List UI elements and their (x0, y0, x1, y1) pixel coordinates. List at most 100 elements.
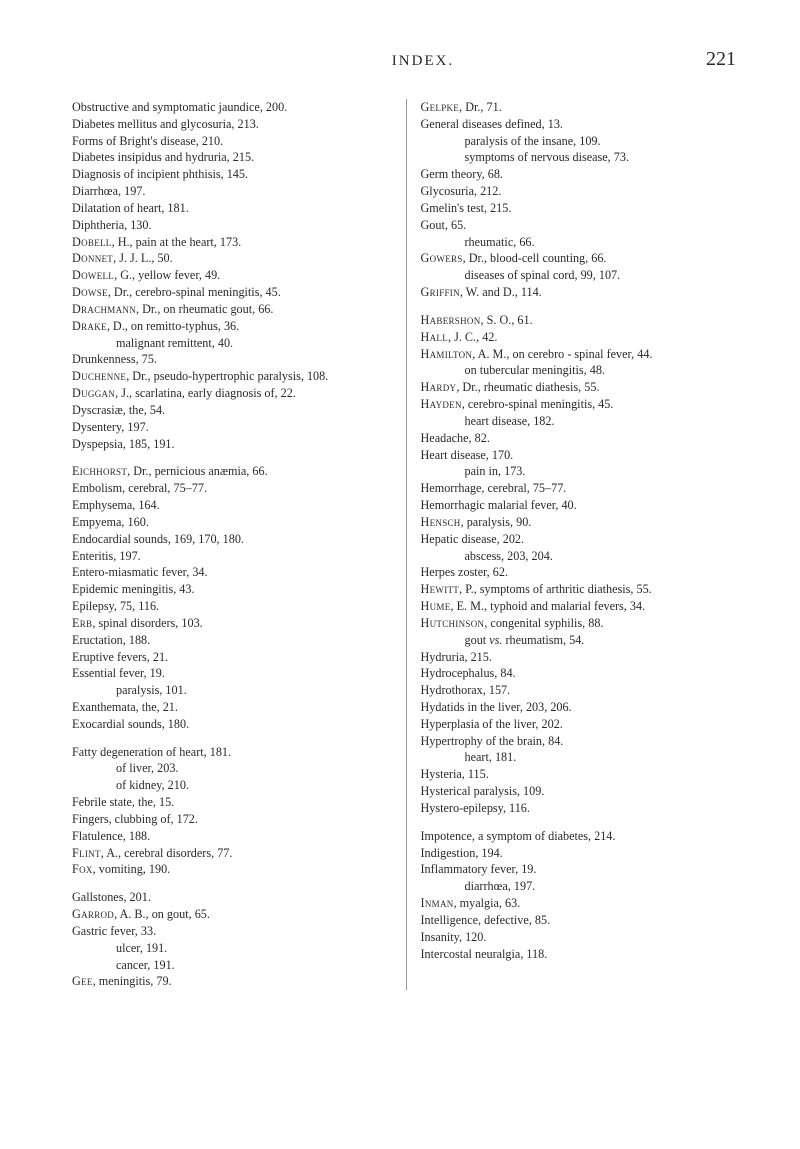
index-entry: Forms of Bright's disease, 210. (72, 133, 396, 150)
index-entry: Drachmann, Dr., on rheumatic gout, 66. (72, 301, 396, 318)
entry-gap (421, 301, 745, 312)
index-entry: Inman, myalgia, 63. (421, 895, 745, 912)
index-entry: heart, 181. (421, 749, 745, 766)
index-entry: Exanthemata, the, 21. (72, 699, 396, 716)
entry-gap (421, 817, 745, 828)
index-entry: Diarrhœa, 197. (72, 183, 396, 200)
index-entry: Diphtheria, 130. (72, 217, 396, 234)
index-entry: Dysentery, 197. (72, 419, 396, 436)
index-entry: Febrile state, the, 15. (72, 794, 396, 811)
index-entry: Dobell, H., pain at the heart, 173. (72, 234, 396, 251)
index-entry: Fingers, clubbing of, 172. (72, 811, 396, 828)
index-entry: Epilepsy, 75, 116. (72, 598, 396, 615)
index-entry: Flatulence, 188. (72, 828, 396, 845)
index-entry: of kidney, 210. (72, 777, 396, 794)
index-entry: General diseases defined, 13. (421, 116, 745, 133)
index-entry: Impotence, a symptom of diabetes, 214. (421, 828, 745, 845)
page-number: 221 (706, 48, 736, 71)
index-entry: Hysteria, 115. (421, 766, 745, 783)
index-entry: rheumatic, 66. (421, 234, 745, 251)
index-entry: Gelpke, Dr., 71. (421, 99, 745, 116)
index-entry: of liver, 203. (72, 760, 396, 777)
index-entry: Hypertrophy of the brain, 84. (421, 733, 745, 750)
index-entry: diarrhœa, 197. (421, 878, 745, 895)
index-entry: Fatty degeneration of heart, 181. (72, 744, 396, 761)
index-entry: Enteritis, 197. (72, 548, 396, 565)
index-entry: Empyema, 160. (72, 514, 396, 531)
index-entry: Eruptive fevers, 21. (72, 649, 396, 666)
index-entry: heart disease, 182. (421, 413, 745, 430)
index-entry: Hydruria, 215. (421, 649, 745, 666)
index-entry: cancer, 191. (72, 957, 396, 974)
index-entry: Germ theory, 68. (421, 166, 745, 183)
entry-gap (72, 733, 396, 744)
index-entry: Dyspepsia, 185, 191. (72, 436, 396, 453)
index-entry: malignant remittent, 40. (72, 335, 396, 352)
index-entry: Flint, A., cerebral disorders, 77. (72, 845, 396, 862)
index-entry: Duggan, J., scarlatina, early diagnosis … (72, 385, 396, 402)
index-entry: Hume, E. M., typhoid and malarial fevers… (421, 598, 745, 615)
index-entry: Hensch, paralysis, 90. (421, 514, 745, 531)
index-entry: Hydrocephalus, 84. (421, 665, 745, 682)
index-entry: Embolism, cerebral, 75–77. (72, 480, 396, 497)
index-entry: Hydrothorax, 157. (421, 682, 745, 699)
index-entry: Eructation, 188. (72, 632, 396, 649)
index-entry: Endocardial sounds, 169, 170, 180. (72, 531, 396, 548)
index-entry: Garrod, A. B., on gout, 65. (72, 906, 396, 923)
index-entry: Donnet, J. J. L., 50. (72, 250, 396, 267)
index-entry: Hepatic disease, 202. (421, 531, 745, 548)
index-entry: Hardy, Dr., rheumatic diathesis, 55. (421, 379, 745, 396)
index-entry: Hall, J. C., 42. (421, 329, 745, 346)
index-entry: Glycosuria, 212. (421, 183, 745, 200)
index-entry: Intelligence, defective, 85. (421, 912, 745, 929)
running-head: INDEX. (140, 53, 706, 70)
index-entry: Dyscrasiæ, the, 54. (72, 402, 396, 419)
index-entry: Inflammatory fever, 19. (421, 861, 745, 878)
index-entry: Hewitt, P., symptoms of arthritic diathe… (421, 581, 745, 598)
index-entry: Intercostal neuralgia, 118. (421, 946, 745, 963)
index-entry: Herpes zoster, 62. (421, 564, 745, 581)
index-entry: abscess, 203, 204. (421, 548, 745, 565)
page-header: INDEX. 221 (72, 48, 744, 71)
index-entry: Diabetes insipidus and hydruria, 215. (72, 149, 396, 166)
index-entry: Hyperplasia of the liver, 202. (421, 716, 745, 733)
index-entry: Hydatids in the liver, 203, 206. (421, 699, 745, 716)
index-entry: Insanity, 120. (421, 929, 745, 946)
index-entry: Indigestion, 194. (421, 845, 745, 862)
index-column-right: Gelpke, Dr., 71.General diseases defined… (407, 99, 745, 990)
index-entry: Drake, D., on remitto-typhus, 36. (72, 318, 396, 335)
index-entry: Gallstones, 201. (72, 889, 396, 906)
index-entry: Emphysema, 164. (72, 497, 396, 514)
index-entry: Diagnosis of incipient phthisis, 145. (72, 166, 396, 183)
index-entry: Habershon, S. O., 61. (421, 312, 745, 329)
index-entry: Hamilton, A. M., on cerebro - spinal fev… (421, 346, 745, 363)
index-entry: paralysis, 101. (72, 682, 396, 699)
index-entry: Dowell, G., yellow fever, 49. (72, 267, 396, 284)
index-columns: Obstructive and symptomatic jaundice, 20… (72, 99, 744, 990)
entry-gap (72, 878, 396, 889)
index-entry: Hemorrhagic malarial fever, 40. (421, 497, 745, 514)
index-entry: Gee, meningitis, 79. (72, 973, 396, 990)
index-entry: Hemorrhage, cerebral, 75–77. (421, 480, 745, 497)
index-entry: Hysterical paralysis, 109. (421, 783, 745, 800)
index-entry: Headache, 82. (421, 430, 745, 447)
index-entry: Entero-miasmatic fever, 34. (72, 564, 396, 581)
index-entry: Eichhorst, Dr., pernicious anæmia, 66. (72, 463, 396, 480)
index-entry: diseases of spinal cord, 99, 107. (421, 267, 745, 284)
index-entry: Obstructive and symptomatic jaundice, 20… (72, 99, 396, 116)
index-entry: Diabetes mellitus and glycosuria, 213. (72, 116, 396, 133)
index-entry: Drunkenness, 75. (72, 351, 396, 368)
index-entry: Hayden, cerebro-spinal meningitis, 45. (421, 396, 745, 413)
index-entry: on tubercular meningitis, 48. (421, 362, 745, 379)
index-entry: Hutchinson, congenital syphilis, 88. (421, 615, 745, 632)
index-entry: Epidemic meningitis, 43. (72, 581, 396, 598)
index-entry: Gastric fever, 33. (72, 923, 396, 940)
index-entry: Exocardial sounds, 180. (72, 716, 396, 733)
index-column-left: Obstructive and symptomatic jaundice, 20… (72, 99, 407, 990)
index-entry: Fox, vomiting, 190. (72, 861, 396, 878)
index-entry: Heart disease, 170. (421, 447, 745, 464)
index-entry: ulcer, 191. (72, 940, 396, 957)
index-entry: Gout, 65. (421, 217, 745, 234)
index-entry: symptoms of nervous disease, 73. (421, 149, 745, 166)
index-entry: pain in, 173. (421, 463, 745, 480)
